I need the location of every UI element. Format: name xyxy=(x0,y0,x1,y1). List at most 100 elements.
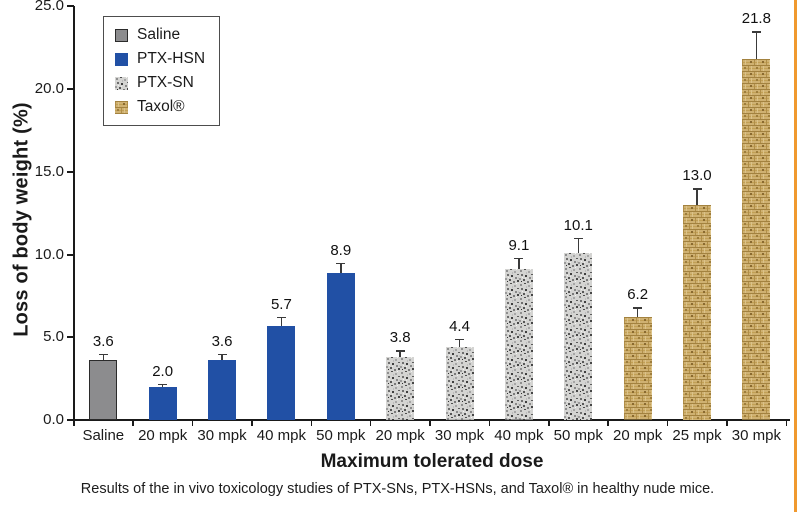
legend-item: Saline xyxy=(115,26,205,44)
y-axis-title: Loss of body weight (%) xyxy=(10,102,33,337)
y-tick xyxy=(67,170,74,173)
x-tick xyxy=(726,421,728,426)
x-tick xyxy=(310,421,313,426)
x-tick-label: 25 mpk xyxy=(672,427,722,444)
bar-error-whisker-cap xyxy=(751,31,761,33)
x-tick xyxy=(785,421,788,426)
bar-error-whisker-cap xyxy=(336,262,346,265)
y-tick-label: 25.0 xyxy=(34,0,64,15)
x-tick-label: 30 mpk xyxy=(731,427,781,444)
y-tick-label: 5.0 xyxy=(43,328,64,346)
x-tick-label: 30 mpk xyxy=(434,427,485,444)
legend-label: Taxol® xyxy=(137,98,185,115)
x-tick xyxy=(251,421,253,426)
bar-error-whisker-cap xyxy=(633,307,643,309)
legend-swatch-icon xyxy=(115,28,128,42)
bar-error-whisker-cap xyxy=(98,353,108,356)
bar-error-whisker-cap xyxy=(514,257,524,260)
y-tick xyxy=(67,253,74,256)
y-tick xyxy=(67,88,74,90)
legend-swatch-icon xyxy=(115,76,128,90)
bar-error-whisker xyxy=(161,383,164,390)
bar xyxy=(504,269,533,420)
legend-swatch-icon xyxy=(115,100,128,114)
x-tick-label: 40 mpk xyxy=(256,427,306,444)
bar-error-whisker xyxy=(458,338,461,351)
bar-value-label: 3.6 xyxy=(211,332,233,350)
bar-value-label: 4.4 xyxy=(449,317,470,335)
x-tick xyxy=(429,421,431,426)
bar-value-label: 3.6 xyxy=(92,332,114,350)
bar-value-label: 13.0 xyxy=(682,167,712,185)
bar xyxy=(445,347,474,420)
y-tick xyxy=(67,419,74,421)
bar xyxy=(148,386,177,420)
bar xyxy=(386,357,415,420)
x-tick xyxy=(488,421,491,426)
bar-value-label: 21.8 xyxy=(741,10,771,28)
bar xyxy=(208,360,237,420)
bar-value-label: 5.7 xyxy=(270,295,292,313)
bar-value-label: 10.1 xyxy=(563,216,593,234)
bar-error-whisker xyxy=(399,350,401,361)
legend-item: Taxol® xyxy=(115,98,205,116)
figure-caption: Results of the in vivo toxicology studie… xyxy=(80,481,715,497)
x-tick xyxy=(369,421,372,426)
legend-label: Saline xyxy=(137,26,181,43)
legend-label: PTX-SN xyxy=(137,74,194,91)
bar-error-whisker xyxy=(518,257,520,273)
bar-error-whisker-cap xyxy=(692,188,702,190)
legend-item: PTX-HSN xyxy=(115,50,205,68)
x-tick-label: 20 mpk xyxy=(613,427,663,444)
bar xyxy=(564,252,593,420)
x-tick xyxy=(132,421,134,426)
y-tick-label: 20.0 xyxy=(34,80,64,97)
bar-error-whisker-cap xyxy=(217,353,227,356)
legend-swatch-icon xyxy=(115,52,128,66)
legend-label: PTX-HSN xyxy=(137,50,206,67)
bar-error-whisker xyxy=(280,316,283,329)
y-tick-label: 0.0 xyxy=(43,411,64,428)
y-tick-label: 10.0 xyxy=(34,245,64,263)
legend-item: PTX-SN xyxy=(115,74,205,92)
bar-error-whisker xyxy=(696,188,698,208)
bar xyxy=(742,59,771,420)
bar-error-whisker xyxy=(636,307,639,321)
x-axis-title: Maximum tolerated dose xyxy=(320,451,544,472)
x-tick-label: 50 mpk xyxy=(316,427,366,444)
bar-error-whisker xyxy=(755,31,758,63)
bar xyxy=(267,325,296,420)
x-tick xyxy=(666,421,669,426)
x-tick xyxy=(548,421,550,426)
x-tick-label: 20 mpk xyxy=(138,427,188,444)
x-tick-label: Saline xyxy=(82,427,125,444)
bar-error-whisker-cap xyxy=(276,316,286,319)
bar-error-whisker-cap xyxy=(395,350,405,352)
bar-error-whisker xyxy=(221,353,223,364)
bar-value-label: 9.1 xyxy=(508,236,530,254)
bar-error-whisker-cap xyxy=(455,338,465,341)
x-axis-line xyxy=(73,419,790,421)
bar-error-whisker xyxy=(340,262,342,276)
bar xyxy=(326,272,355,420)
bar-error-whisker xyxy=(102,353,105,364)
y-tick xyxy=(67,5,74,8)
bar xyxy=(623,317,652,420)
y-tick-label: 15.0 xyxy=(34,162,64,180)
x-tick xyxy=(73,421,75,426)
x-tick-label: 30 mpk xyxy=(197,427,247,444)
bar-error-whisker-cap xyxy=(158,383,168,386)
x-tick xyxy=(607,421,609,426)
x-tick xyxy=(191,421,194,426)
legend: Saline PTX-HSN PTX-SN Taxol® xyxy=(103,16,221,126)
x-tick-label: 20 mpk xyxy=(375,427,425,444)
y-tick xyxy=(67,336,74,339)
bar-value-label: 2.0 xyxy=(152,362,174,380)
bar-error-whisker xyxy=(577,237,579,256)
bar-error-whisker-cap xyxy=(573,237,583,240)
bar-value-label: 6.2 xyxy=(627,286,649,304)
y-axis-line xyxy=(73,6,75,421)
bar-value-label: 8.9 xyxy=(330,241,352,259)
